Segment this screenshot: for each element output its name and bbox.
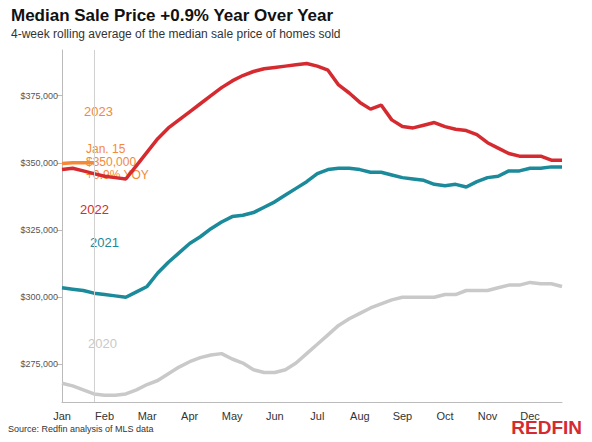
svg-text:2020: 2020 (88, 336, 117, 351)
svg-text:Sep: Sep (393, 410, 413, 422)
svg-text:2023: 2023 (84, 104, 113, 119)
svg-text:$275,000: $275,000 (20, 359, 58, 369)
svg-text:+0.9% YOY: +0.9% YOY (86, 167, 149, 182)
svg-text:2022: 2022 (80, 202, 109, 217)
svg-text:$350,000: $350,000 (20, 158, 58, 168)
svg-text:REDFIN: REDFIN (511, 417, 582, 438)
svg-text:Dec: Dec (520, 410, 540, 422)
svg-text:$300,000: $300,000 (20, 292, 58, 302)
svg-text:Jun: Jun (266, 410, 284, 422)
svg-text:Jan. 15: Jan. 15 (86, 142, 126, 156)
svg-text:Median Sale Price +0.9% Year O: Median Sale Price +0.9% Year Over Year (11, 6, 334, 25)
svg-text:$325,000: $325,000 (20, 225, 58, 235)
svg-text:$350,000: $350,000 (86, 154, 137, 169)
svg-text:Source: Redfin analysis of MLS: Source: Redfin analysis of MLS data (8, 424, 154, 434)
svg-text:Apr: Apr (181, 410, 198, 422)
svg-text:4-week rolling average of the: 4-week rolling average of the median sal… (11, 27, 341, 41)
svg-text:Jul: Jul (310, 410, 324, 422)
svg-text:Mar: Mar (138, 410, 157, 422)
svg-text:Nov: Nov (478, 410, 498, 422)
svg-text:2021: 2021 (90, 235, 119, 250)
svg-text:Oct: Oct (436, 410, 453, 422)
svg-text:$375,000: $375,000 (20, 91, 58, 101)
svg-text:Feb: Feb (95, 410, 114, 422)
svg-text:May: May (222, 410, 243, 422)
svg-text:Jan: Jan (53, 410, 71, 422)
svg-text:Aug: Aug (350, 410, 370, 422)
